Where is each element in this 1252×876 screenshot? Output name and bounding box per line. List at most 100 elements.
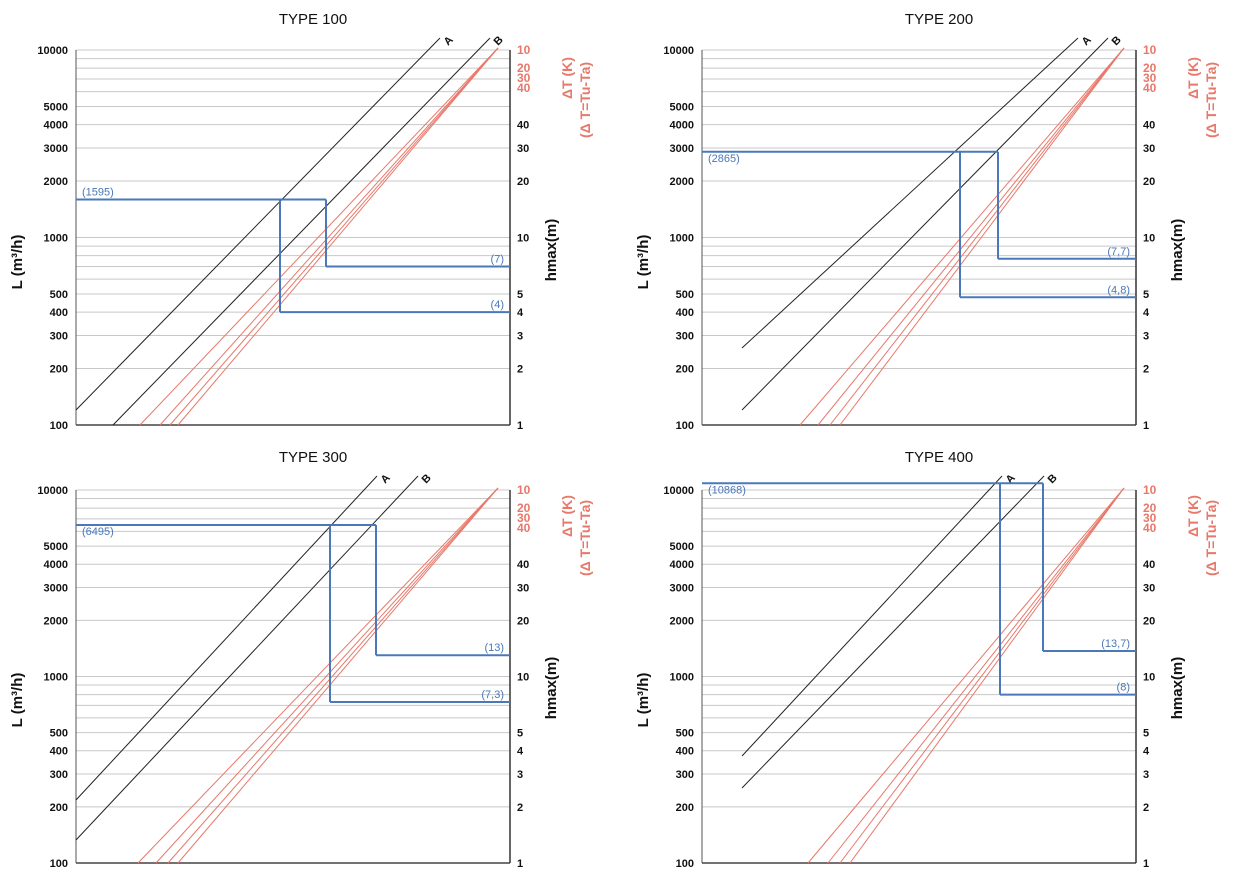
result-a: (7,3) <box>481 689 504 701</box>
dt-tick-label: 30 <box>517 511 531 525</box>
h-tick-label: 30 <box>1143 583 1155 595</box>
y-tick-label: 400 <box>676 746 694 758</box>
dt-tick-label: 40 <box>517 521 531 535</box>
y-tick-label: 200 <box>50 364 68 376</box>
y-tick-label: 4000 <box>44 120 68 132</box>
h-tick-label: 2 <box>517 364 523 376</box>
line-b <box>75 475 419 841</box>
y-tick-label: 3000 <box>670 143 694 155</box>
result-b: (7,7) <box>1107 246 1130 258</box>
y-tick-label: 300 <box>676 331 694 343</box>
chart-title: TYPE 300 <box>279 449 347 466</box>
result-b: (7) <box>491 254 504 266</box>
y-tick-label: 4000 <box>670 559 694 571</box>
y-tick-label: 5000 <box>670 541 694 553</box>
line-b <box>741 37 1109 411</box>
y-tick-label: 400 <box>676 307 694 319</box>
dt-axis-label: ΔT (K) <box>1185 495 1201 537</box>
dt-line <box>159 47 499 426</box>
y-tick-label: 10000 <box>37 485 68 497</box>
chart-svg: TYPE 400 100 200 300 400 500 1000 2000 3000 4000 5… <box>635 449 1219 870</box>
dt-line <box>155 487 499 864</box>
dt-line <box>817 47 1125 426</box>
h-tick-label: 20 <box>1143 176 1155 188</box>
h-tick-label: 3 <box>1143 331 1149 343</box>
dt-axis-label: ΔT (K) <box>559 495 575 537</box>
h-tick-label: 4 <box>1143 307 1150 319</box>
dt-line <box>807 487 1125 864</box>
line-b-label: B <box>420 472 434 486</box>
line-a <box>741 475 1003 757</box>
dt-tick-label: 40 <box>1143 81 1157 95</box>
h-tick-label: 4 <box>1143 746 1150 758</box>
y-tick-label: 200 <box>676 802 694 814</box>
dt-tick-label: 20 <box>1143 61 1157 75</box>
h-tick-label: 10 <box>1143 233 1155 245</box>
h-tick-label: 4 <box>517 307 524 319</box>
y-tick-label: 200 <box>676 364 694 376</box>
dt-tick-label: 40 <box>1143 521 1157 535</box>
h-tick-label: 30 <box>517 583 529 595</box>
h-tick-label: 1 <box>517 420 523 432</box>
line-a-label: A <box>442 34 456 48</box>
result-a: (4) <box>491 299 504 311</box>
h-tick-label: 5 <box>1143 289 1149 301</box>
y-axis-label: L (m³/h) <box>635 235 652 290</box>
y-tick-label: 5000 <box>670 101 694 113</box>
line-b-label: B <box>1046 472 1060 486</box>
flow-value: (6495) <box>82 526 114 538</box>
h-axis-label: hmax(m) <box>543 219 560 282</box>
y-tick-label: 300 <box>50 769 68 781</box>
y-tick-label: 100 <box>50 858 68 870</box>
dt-line <box>177 47 499 426</box>
dt-line <box>167 487 499 864</box>
h-axis-label: hmax(m) <box>1169 219 1186 282</box>
y-tick-label: 5000 <box>44 101 68 113</box>
dt-tick-label: 10 <box>1143 43 1157 57</box>
dt-tick-label: 10 <box>517 43 531 57</box>
dt-tick-label: 30 <box>517 71 531 85</box>
chart-svg: TYPE 200 100 200 300 400 500 1000 2000 3000 4000 5… <box>635 11 1219 432</box>
h-tick-label: 20 <box>1143 615 1155 627</box>
dt-tick-label: 40 <box>517 81 531 95</box>
h-tick-label: 40 <box>517 120 529 132</box>
line-b-label: B <box>492 34 506 48</box>
result-a: (4,8) <box>1107 284 1130 296</box>
y-tick-label: 10000 <box>37 45 68 57</box>
dt-line <box>839 47 1125 426</box>
line-b <box>741 475 1045 789</box>
y-axis-label: L (m³/h) <box>635 673 652 728</box>
h-tick-label: 5 <box>517 728 523 740</box>
y-tick-label: 1000 <box>670 672 694 684</box>
y-tick-label: 500 <box>50 728 68 740</box>
h-tick-label: 20 <box>517 176 529 188</box>
dt-tick-label: 20 <box>517 501 531 515</box>
y-tick-label: 4000 <box>670 120 694 132</box>
y-tick-label: 2000 <box>44 176 68 188</box>
h-tick-label: 1 <box>1143 858 1149 870</box>
y-tick-label: 300 <box>676 769 694 781</box>
y-axis-label: L (m³/h) <box>9 235 26 290</box>
dt-tick-label: 20 <box>517 61 531 75</box>
dt-axis-sublabel: (Δ T=Tu-Ta) <box>1203 500 1219 576</box>
line-a <box>75 37 441 411</box>
dt-line <box>829 47 1125 426</box>
dt-axis-label: ΔT (K) <box>559 57 575 99</box>
y-tick-label: 2000 <box>44 615 68 627</box>
dt-tick-label: 10 <box>1143 483 1157 497</box>
y-tick-label: 10000 <box>663 45 694 57</box>
flow-value: (2865) <box>708 153 740 165</box>
chart-title: TYPE 100 <box>279 11 347 28</box>
y-tick-label: 1000 <box>44 233 68 245</box>
dt-axis-sublabel: (Δ T=Tu-Ta) <box>577 62 593 138</box>
line-a-label: A <box>379 472 393 486</box>
h-axis-label: hmax(m) <box>1169 657 1186 720</box>
chart-svg: TYPE 300 100 200 300 400 500 1000 2000 3000 4000 5… <box>9 449 593 870</box>
h-axis-label: hmax(m) <box>543 657 560 720</box>
y-tick-label: 200 <box>50 802 68 814</box>
y-tick-label: 2000 <box>670 615 694 627</box>
result-b: (13) <box>484 642 504 654</box>
h-tick-label: 5 <box>517 289 523 301</box>
dt-axis-sublabel: (Δ T=Tu-Ta) <box>577 500 593 576</box>
h-tick-label: 3 <box>1143 769 1149 781</box>
